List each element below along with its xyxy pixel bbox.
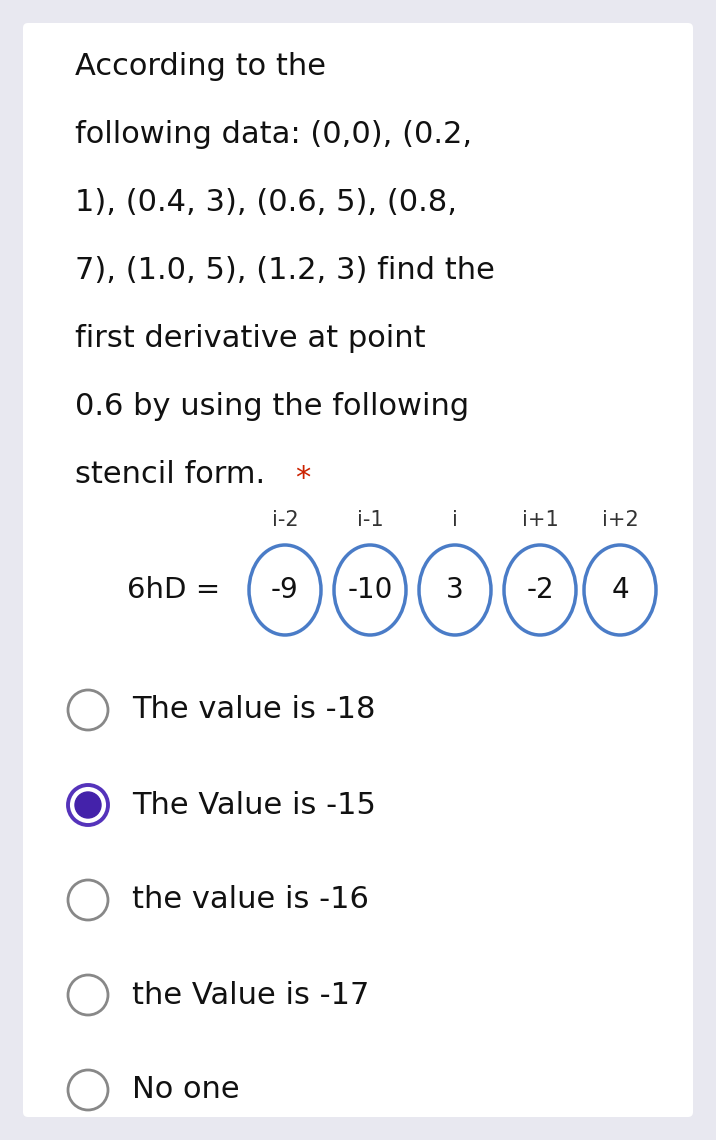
FancyBboxPatch shape — [23, 23, 693, 1117]
Text: i-2: i-2 — [271, 510, 299, 530]
Circle shape — [68, 690, 108, 730]
Ellipse shape — [249, 545, 321, 635]
Text: i+1: i+1 — [522, 510, 558, 530]
Ellipse shape — [334, 545, 406, 635]
Text: 3: 3 — [446, 576, 464, 604]
Circle shape — [68, 975, 108, 1015]
Text: the Value is -17: the Value is -17 — [132, 980, 369, 1010]
Text: 1), (0.4, 3), (0.6, 5), (0.8,: 1), (0.4, 3), (0.6, 5), (0.8, — [75, 188, 457, 217]
Text: According to the: According to the — [75, 52, 326, 81]
Text: 0.6 by using the following: 0.6 by using the following — [75, 392, 469, 421]
Text: stencil form.: stencil form. — [75, 461, 265, 489]
Circle shape — [68, 785, 108, 825]
Ellipse shape — [504, 545, 576, 635]
Ellipse shape — [419, 545, 491, 635]
Circle shape — [67, 784, 109, 826]
Text: the value is -16: the value is -16 — [132, 886, 369, 914]
Text: 6hD =: 6hD = — [127, 576, 220, 604]
Text: first derivative at point: first derivative at point — [75, 324, 425, 353]
Text: -2: -2 — [526, 576, 553, 604]
Ellipse shape — [584, 545, 656, 635]
Text: *: * — [295, 464, 310, 492]
Text: 4: 4 — [611, 576, 629, 604]
Text: No one: No one — [132, 1075, 240, 1105]
Text: 7), (1.0, 5), (1.2, 3) find the: 7), (1.0, 5), (1.2, 3) find the — [75, 256, 495, 285]
Circle shape — [68, 880, 108, 920]
Text: -10: -10 — [347, 576, 392, 604]
Text: -9: -9 — [271, 576, 299, 604]
Text: i+2: i+2 — [601, 510, 639, 530]
Circle shape — [75, 792, 101, 819]
Text: The Value is -15: The Value is -15 — [132, 790, 376, 820]
Text: following data: (0,0), (0.2,: following data: (0,0), (0.2, — [75, 120, 472, 149]
Text: i-1: i-1 — [357, 510, 383, 530]
Text: The value is -18: The value is -18 — [132, 695, 375, 725]
Text: i: i — [452, 510, 458, 530]
Circle shape — [68, 1070, 108, 1110]
